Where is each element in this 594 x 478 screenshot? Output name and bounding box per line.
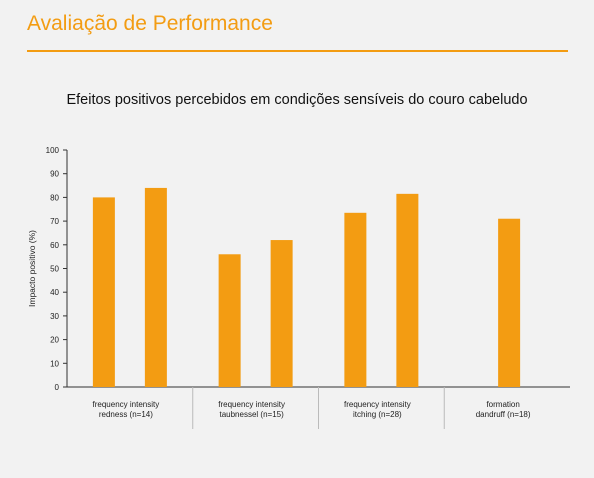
category-label: frequency intensity <box>344 400 411 409</box>
bar <box>498 218 521 387</box>
bar <box>92 197 115 387</box>
y-tick-label: 80 <box>50 193 59 202</box>
y-axis-label: Impacto positivo (%) <box>27 230 37 307</box>
y-tick-label: 70 <box>50 217 59 226</box>
y-tick-label: 30 <box>50 312 59 321</box>
category-label: frequency intensity <box>93 400 160 409</box>
y-tick-label: 60 <box>50 241 59 250</box>
bar <box>270 240 293 387</box>
y-tick-label: 90 <box>50 170 59 179</box>
y-tick-label: 20 <box>50 336 59 345</box>
y-tick-label: 50 <box>50 265 59 274</box>
category-label: redness (n=14) <box>99 410 153 419</box>
header-divider <box>27 50 568 52</box>
y-tick-label: 100 <box>46 146 60 155</box>
bar <box>396 193 419 387</box>
category-label: itching (n=28) <box>353 410 402 419</box>
category-label: frequency intensity <box>218 400 285 409</box>
category-label: taubnessel (n=15) <box>219 410 284 419</box>
bar <box>344 212 367 387</box>
y-tick-label: 40 <box>50 288 59 297</box>
bar <box>144 187 167 387</box>
y-tick-label: 0 <box>55 383 60 392</box>
chart-axes: 0 10 20 30 40 50 60 70 80 90 100 Impacto positivo (… <box>27 146 570 429</box>
chart-bars <box>92 187 521 387</box>
chart-title: Efeitos positivos percebidos em condiçõe… <box>66 92 528 108</box>
page-title: Avaliação de Performance <box>27 12 273 35</box>
bar <box>218 254 241 387</box>
category-label: formation <box>486 400 519 409</box>
y-tick-label: 10 <box>50 359 59 368</box>
category-label: dandruff (n=18) <box>476 410 531 419</box>
